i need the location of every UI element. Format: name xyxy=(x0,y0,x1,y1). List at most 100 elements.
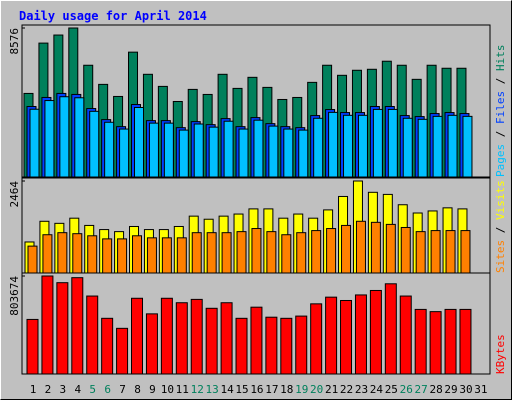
bar xyxy=(444,308,457,375)
bar xyxy=(71,277,84,375)
bar xyxy=(328,111,339,178)
bar xyxy=(72,233,83,274)
legend: Pages / Files / Hits xyxy=(494,45,507,178)
x-tick-label: 16 xyxy=(250,383,263,396)
bar xyxy=(104,121,115,178)
bar xyxy=(370,221,381,274)
x-tick-label: 9 xyxy=(149,383,156,396)
bar xyxy=(206,232,217,274)
bar xyxy=(176,237,187,274)
x-tick-label: 3 xyxy=(60,383,67,396)
bar xyxy=(459,308,472,375)
bar xyxy=(447,114,458,178)
bar xyxy=(400,226,411,274)
y-max-label: 8576 xyxy=(8,28,21,55)
x-tick-label: 30 xyxy=(459,383,472,396)
bar xyxy=(385,223,396,274)
bar xyxy=(281,234,292,274)
bar xyxy=(42,234,53,274)
bar xyxy=(235,317,248,375)
bar xyxy=(253,119,264,178)
bar xyxy=(236,231,247,274)
legend-entry: Sites xyxy=(494,240,507,273)
x-tick-label: 24 xyxy=(370,383,384,396)
bar xyxy=(325,296,338,375)
bar xyxy=(296,232,307,274)
bar xyxy=(27,245,38,274)
bar xyxy=(372,108,383,178)
bar xyxy=(295,315,308,375)
bar xyxy=(191,232,202,274)
x-tick-label: 23 xyxy=(355,383,368,396)
x-tick-label: 6 xyxy=(104,383,111,396)
bar xyxy=(175,302,188,375)
bar xyxy=(148,122,159,178)
legend-entry: KBytes xyxy=(494,334,507,374)
bar xyxy=(223,120,234,178)
x-tick-label: 22 xyxy=(340,383,353,396)
legend-separator: / xyxy=(494,220,507,240)
legend-entry: Pages xyxy=(494,144,507,177)
bar xyxy=(41,275,54,375)
legend: KBytes xyxy=(494,334,507,374)
bar xyxy=(160,297,173,375)
bar xyxy=(445,230,456,274)
y-max-label: 2464 xyxy=(8,181,21,208)
x-tick-label: 15 xyxy=(235,383,248,396)
bar xyxy=(116,327,129,375)
bar xyxy=(134,107,145,178)
bar xyxy=(146,237,157,274)
x-tick-label: 1 xyxy=(30,383,37,396)
x-tick-label: 20 xyxy=(310,383,323,396)
bar xyxy=(89,110,100,178)
bar xyxy=(44,100,55,178)
bar xyxy=(369,289,382,375)
bar xyxy=(460,230,471,274)
bar xyxy=(283,128,294,178)
bar xyxy=(190,298,203,375)
legend-entry: Visits xyxy=(494,180,507,220)
bar xyxy=(145,313,158,375)
legend-separator: / xyxy=(494,71,507,91)
bar xyxy=(265,316,278,375)
bar xyxy=(266,231,277,274)
x-tick-label: 18 xyxy=(280,383,293,396)
bar xyxy=(429,311,442,375)
bar xyxy=(57,232,68,274)
bar xyxy=(432,115,443,178)
x-tick-label: 31 xyxy=(474,383,487,396)
legend: Sites / Visits xyxy=(494,180,507,273)
bar xyxy=(56,282,69,375)
bar xyxy=(119,128,130,178)
bar xyxy=(310,303,323,375)
x-tick-label: 7 xyxy=(119,383,126,396)
x-tick-label: 13 xyxy=(206,383,219,396)
x-tick-label: 14 xyxy=(220,383,234,396)
bar xyxy=(340,299,353,375)
bar xyxy=(280,317,293,375)
bar xyxy=(221,232,232,274)
bar xyxy=(355,220,366,274)
bar xyxy=(205,307,218,375)
legend-entry: Hits xyxy=(494,45,507,72)
x-tick-label: 17 xyxy=(265,383,278,396)
x-tick-label: 10 xyxy=(161,383,174,396)
bar xyxy=(238,128,249,178)
x-tick-label: 28 xyxy=(429,383,442,396)
bar xyxy=(384,283,397,375)
bar xyxy=(298,129,309,178)
bar xyxy=(74,97,85,178)
x-tick-label: 5 xyxy=(89,383,96,396)
x-tick-label: 11 xyxy=(176,383,189,396)
x-tick-label: 25 xyxy=(385,383,398,396)
bar xyxy=(131,297,144,375)
bar xyxy=(417,118,428,178)
bar xyxy=(26,318,39,375)
bar xyxy=(87,235,98,274)
x-tick-label: 2 xyxy=(45,383,52,396)
bar xyxy=(208,126,219,178)
legend-separator: / xyxy=(494,124,507,144)
x-tick-label: 8 xyxy=(134,383,141,396)
